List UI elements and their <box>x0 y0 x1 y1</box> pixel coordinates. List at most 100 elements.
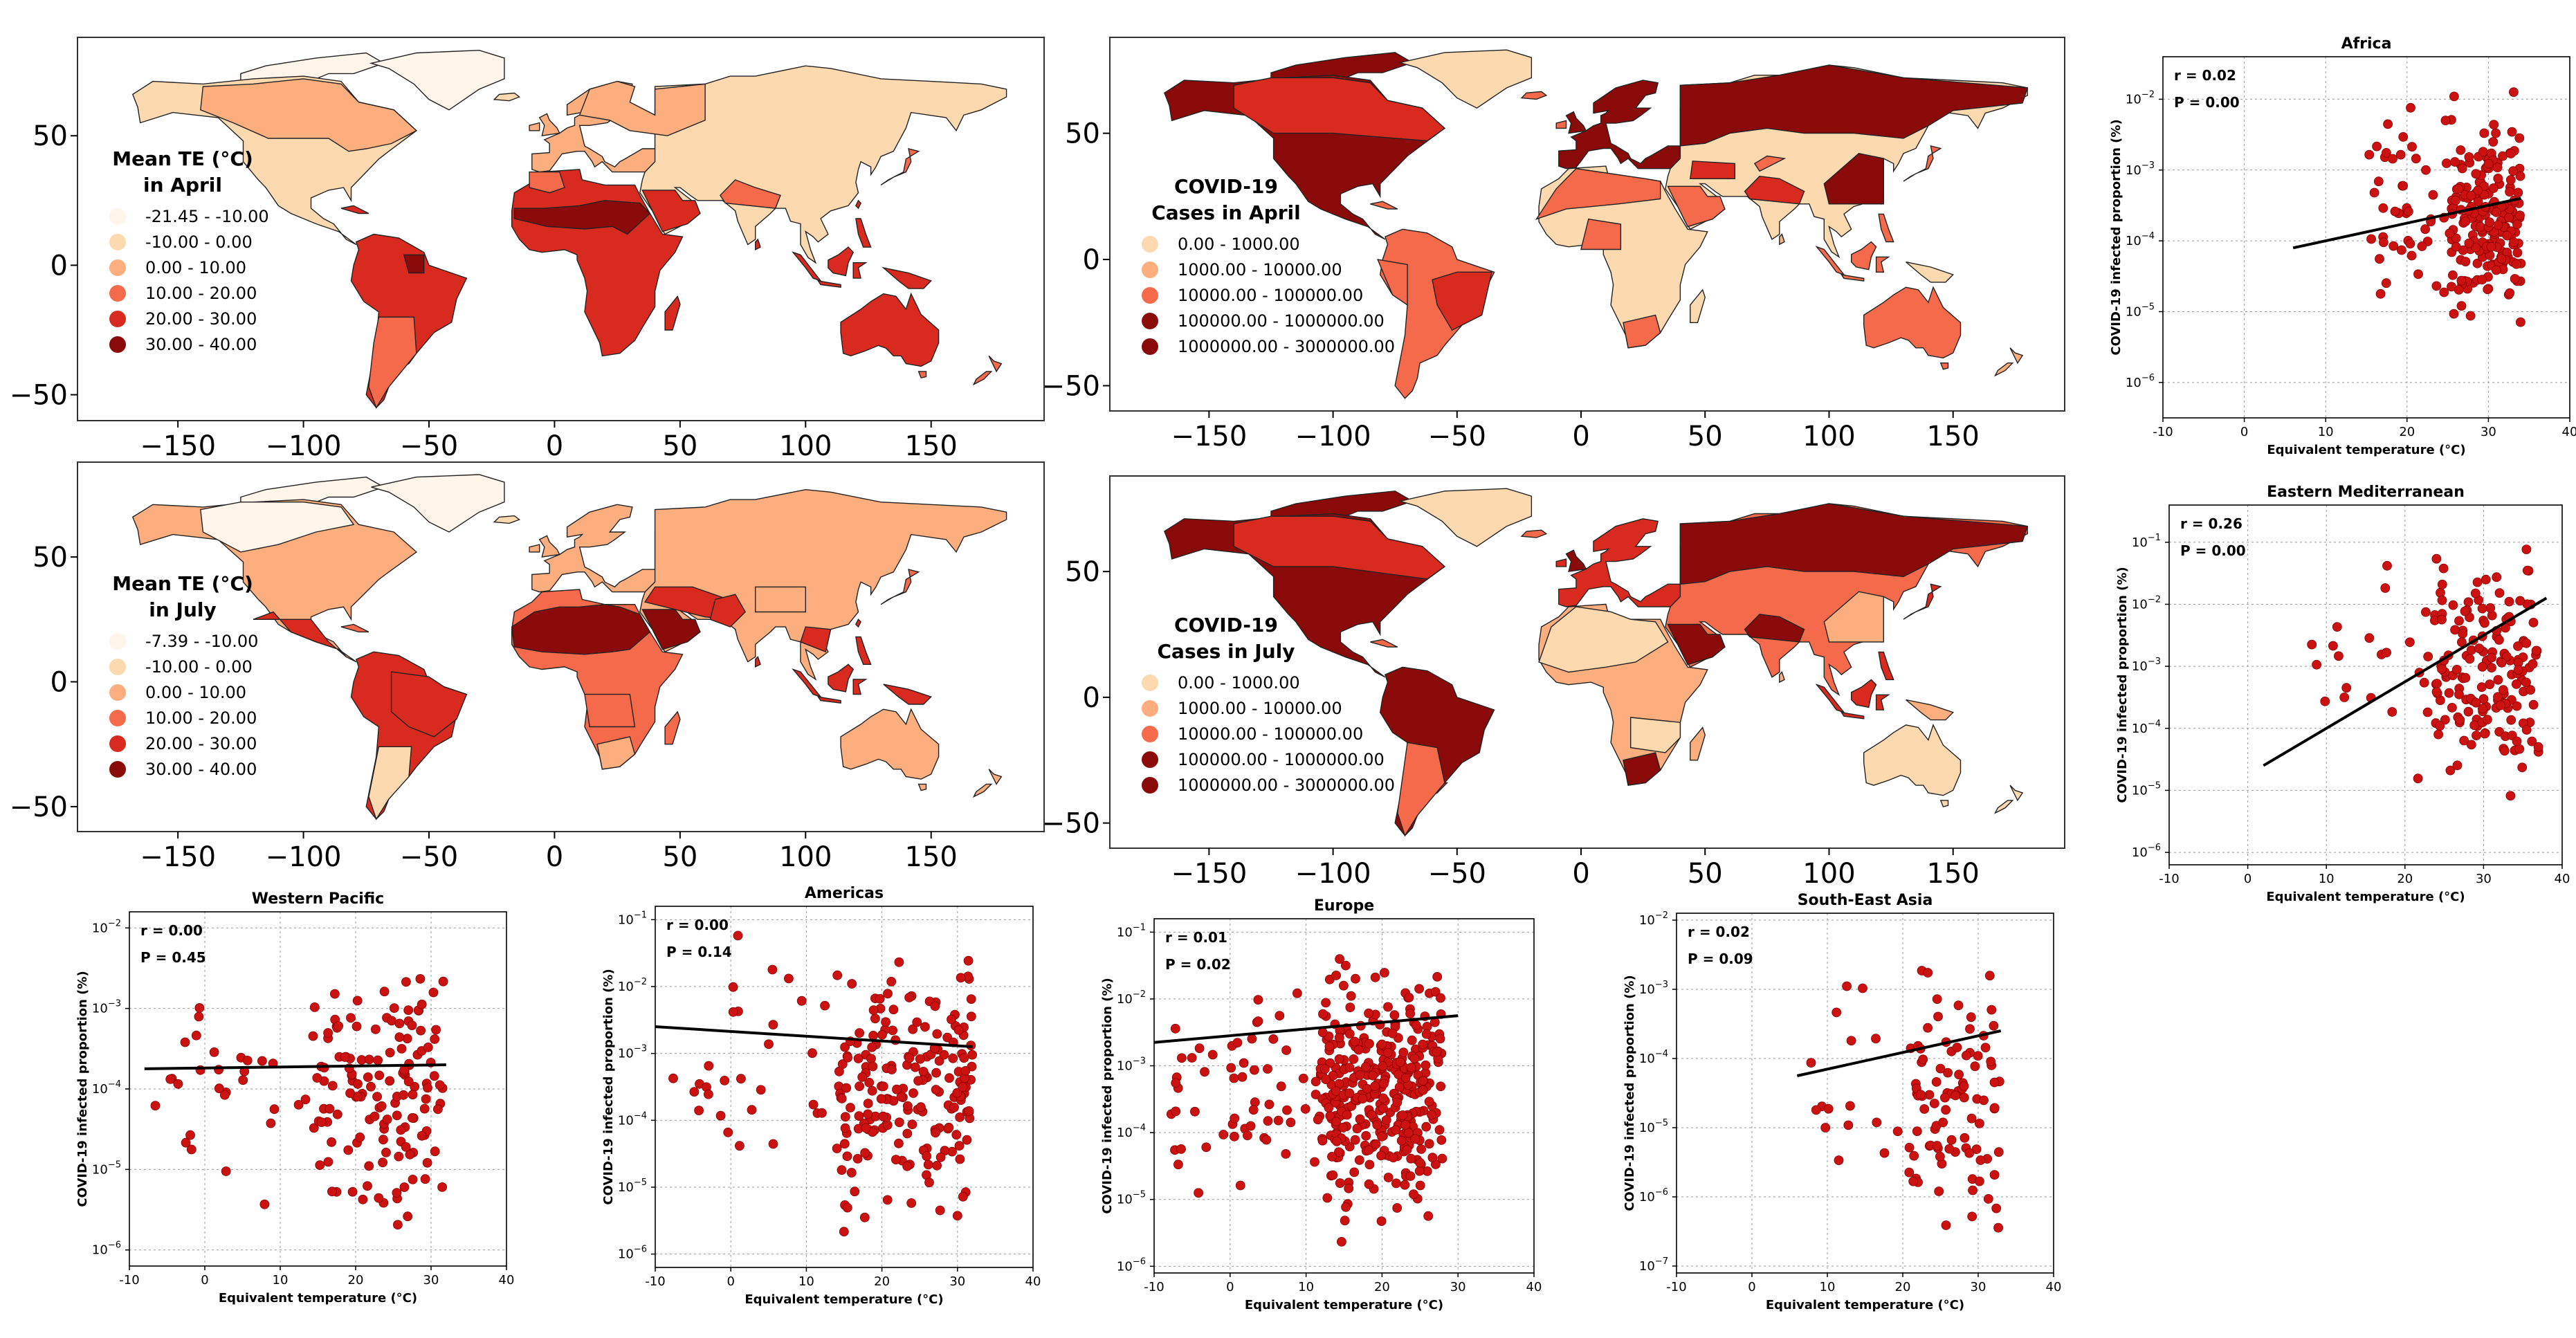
data-point <box>2508 87 2519 98</box>
y-tick-label: 0 <box>1083 682 1100 714</box>
data-point <box>364 1054 374 1065</box>
data-point <box>1414 1166 1425 1176</box>
y-tick-label: 50 <box>1065 118 1100 150</box>
map-panel-1: −150 −100 −50 0 50 100 150 50 0 −50 Mean TE (°C) in… <box>10 37 1045 462</box>
land-jp <box>1903 145 1942 182</box>
data-point <box>1939 1092 1950 1103</box>
x-tick-label: 20 <box>348 1273 364 1287</box>
region-5 <box>529 171 565 194</box>
fit-line <box>1796 1029 2002 1077</box>
data-point <box>1960 1133 1970 1143</box>
scatter-panel-eastern-mediterranean: -10 0 10 20 30 40 10−6 10−5 10−4 10−3 10−2 10−1 East… <box>2115 484 2570 904</box>
data-point <box>2437 664 2447 674</box>
data-point <box>2312 659 2322 670</box>
land-ice <box>1520 91 1548 100</box>
data-point <box>150 1101 161 1110</box>
y-tick-label: 10−1 <box>1117 922 1146 940</box>
data-point <box>1402 1145 1412 1155</box>
x-tick-label: 50 <box>1688 421 1723 452</box>
data-point <box>379 987 390 997</box>
data-point <box>2398 181 2409 191</box>
fit-line <box>2263 596 2548 767</box>
data-point <box>1377 1132 1387 1142</box>
y-tick-label: 10−7 <box>1639 1256 1668 1274</box>
legend-swatch <box>1142 700 1158 717</box>
data-point <box>165 1074 176 1084</box>
data-point <box>309 1002 320 1012</box>
data-point <box>1952 1043 1962 1052</box>
data-point <box>959 1053 969 1063</box>
y-tick-label: −50 <box>1042 808 1100 840</box>
region-5 <box>368 746 412 821</box>
data-point <box>756 1085 766 1095</box>
data-point <box>1842 981 1852 991</box>
data-point <box>883 989 893 999</box>
data-point <box>1370 1081 1380 1091</box>
data-point <box>875 993 885 1004</box>
data-point <box>1317 1135 1328 1146</box>
data-point <box>916 1102 926 1112</box>
legend-label: -21.45 - -10.00 <box>145 207 269 226</box>
data-point <box>2528 699 2539 710</box>
data-point <box>1381 1115 1391 1125</box>
data-point <box>2373 176 2384 187</box>
data-point <box>1400 1180 1410 1190</box>
data-point <box>1230 1113 1240 1124</box>
data-point <box>323 1157 334 1167</box>
data-point <box>1353 1045 1364 1055</box>
x-tick-label: 50 <box>1688 858 1723 890</box>
data-point <box>355 1133 365 1142</box>
y-tick-label: 10−2 <box>92 918 121 935</box>
data-point <box>1954 1070 1964 1080</box>
data-point <box>1923 968 1933 978</box>
data-point <box>1989 1170 2000 1180</box>
data-point <box>2474 643 2484 654</box>
r-value: r = 0.26 <box>2180 515 2242 532</box>
region-8 <box>800 626 832 653</box>
data-point <box>855 1028 864 1038</box>
data-point <box>817 1108 827 1118</box>
data-point <box>1391 1178 1401 1189</box>
data-point <box>293 1100 304 1110</box>
data-point <box>2390 206 2400 217</box>
data-point <box>2471 169 2481 179</box>
legend-label: 30.00 - 40.00 <box>145 760 257 779</box>
data-point <box>912 1017 922 1027</box>
legend-label: 0.00 - 1000.00 <box>1178 673 1300 693</box>
data-point <box>1941 1105 1951 1115</box>
legend-swatch <box>1142 338 1158 355</box>
data-point <box>1904 1142 1915 1153</box>
land-jp <box>880 148 920 185</box>
legend-label: 10.00 - 20.00 <box>145 284 257 303</box>
data-point <box>1226 1063 1236 1073</box>
data-point <box>2403 206 2413 217</box>
data-point <box>2369 187 2379 198</box>
x-tick-label: 40 <box>499 1273 515 1287</box>
x-tick-label: -10 <box>645 1274 665 1289</box>
data-point <box>915 1054 925 1064</box>
region-4 <box>390 671 468 737</box>
data-point <box>433 1104 443 1115</box>
data-point <box>930 1001 940 1011</box>
data-point <box>1350 1135 1360 1145</box>
data-point <box>2449 309 2459 319</box>
land-java <box>816 696 841 704</box>
data-point <box>352 996 363 1006</box>
data-point <box>2320 696 2330 706</box>
data-point <box>1424 1139 1434 1149</box>
data-point <box>863 1099 873 1108</box>
plot-title: Western Pacific <box>252 890 384 908</box>
data-point <box>2513 665 2523 675</box>
data-point <box>1332 1137 1342 1146</box>
data-point <box>860 1148 870 1158</box>
data-point <box>1276 1081 1286 1092</box>
land-arab <box>641 609 701 650</box>
data-point <box>2512 248 2523 258</box>
data-point <box>868 1031 878 1041</box>
data-point <box>393 1220 403 1230</box>
data-point <box>2440 715 2450 725</box>
plot-frame <box>655 906 1034 1268</box>
data-point <box>1966 1012 1976 1023</box>
region-11 <box>1753 155 1787 172</box>
data-point <box>1912 1126 1922 1136</box>
